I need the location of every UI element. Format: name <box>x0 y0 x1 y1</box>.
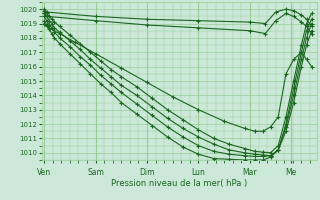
X-axis label: Pression niveau de la mer( hPa ): Pression niveau de la mer( hPa ) <box>111 179 247 188</box>
